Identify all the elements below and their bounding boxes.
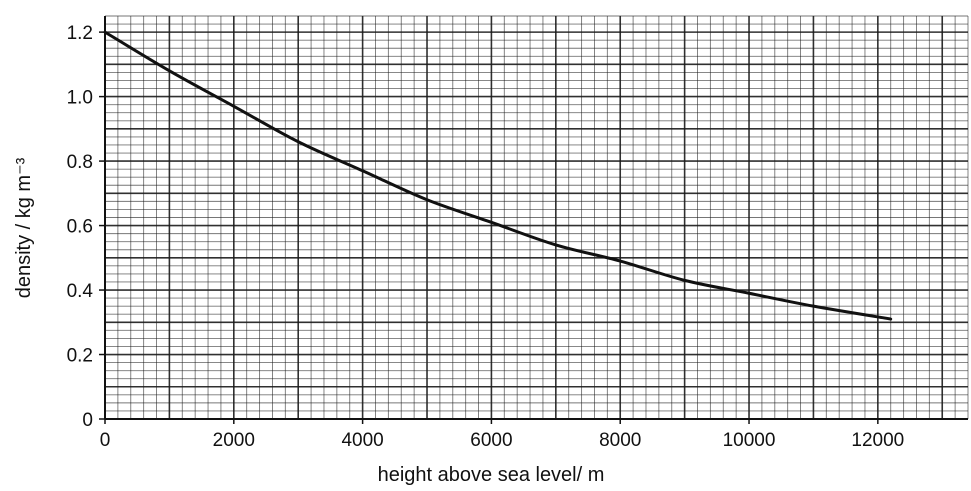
y-tick-label: 0.2 — [67, 346, 93, 367]
grid — [104, 15, 969, 420]
density-curve — [103, 30, 893, 321]
x-tick-label: 10000 — [723, 430, 776, 451]
y-tick-label: 1.2 — [67, 23, 93, 44]
y-tick-label: 0.6 — [67, 217, 93, 238]
y-tick-label: 1.0 — [67, 88, 93, 109]
y-tick-labels: 0 0.2 0.4 0.6 0.8 1.0 1.2 — [67, 23, 105, 431]
x-tick-label: 6000 — [470, 430, 512, 451]
x-tick-label: 0 — [100, 430, 111, 451]
x-tick-label: 12000 — [851, 430, 904, 451]
y-tick-label: 0.8 — [67, 152, 93, 173]
x-tick-label: 8000 — [599, 430, 641, 451]
y-axis-title: density / kg m⁻³ — [13, 157, 35, 298]
y-tick-label: 0.4 — [67, 281, 94, 302]
series — [103, 30, 893, 321]
x-tick-label: 2000 — [213, 430, 255, 451]
y-tick-label: 0 — [82, 410, 93, 431]
x-tick-label: 4000 — [341, 430, 383, 451]
x-axis-title: height above sea level/ m — [378, 464, 605, 486]
axes — [104, 16, 968, 420]
x-tick-labels: 0 2000 4000 6000 8000 10000 12000 — [100, 419, 904, 451]
